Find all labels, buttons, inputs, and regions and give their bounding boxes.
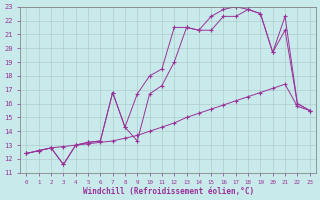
X-axis label: Windchill (Refroidissement éolien,°C): Windchill (Refroidissement éolien,°C) xyxy=(83,187,254,196)
